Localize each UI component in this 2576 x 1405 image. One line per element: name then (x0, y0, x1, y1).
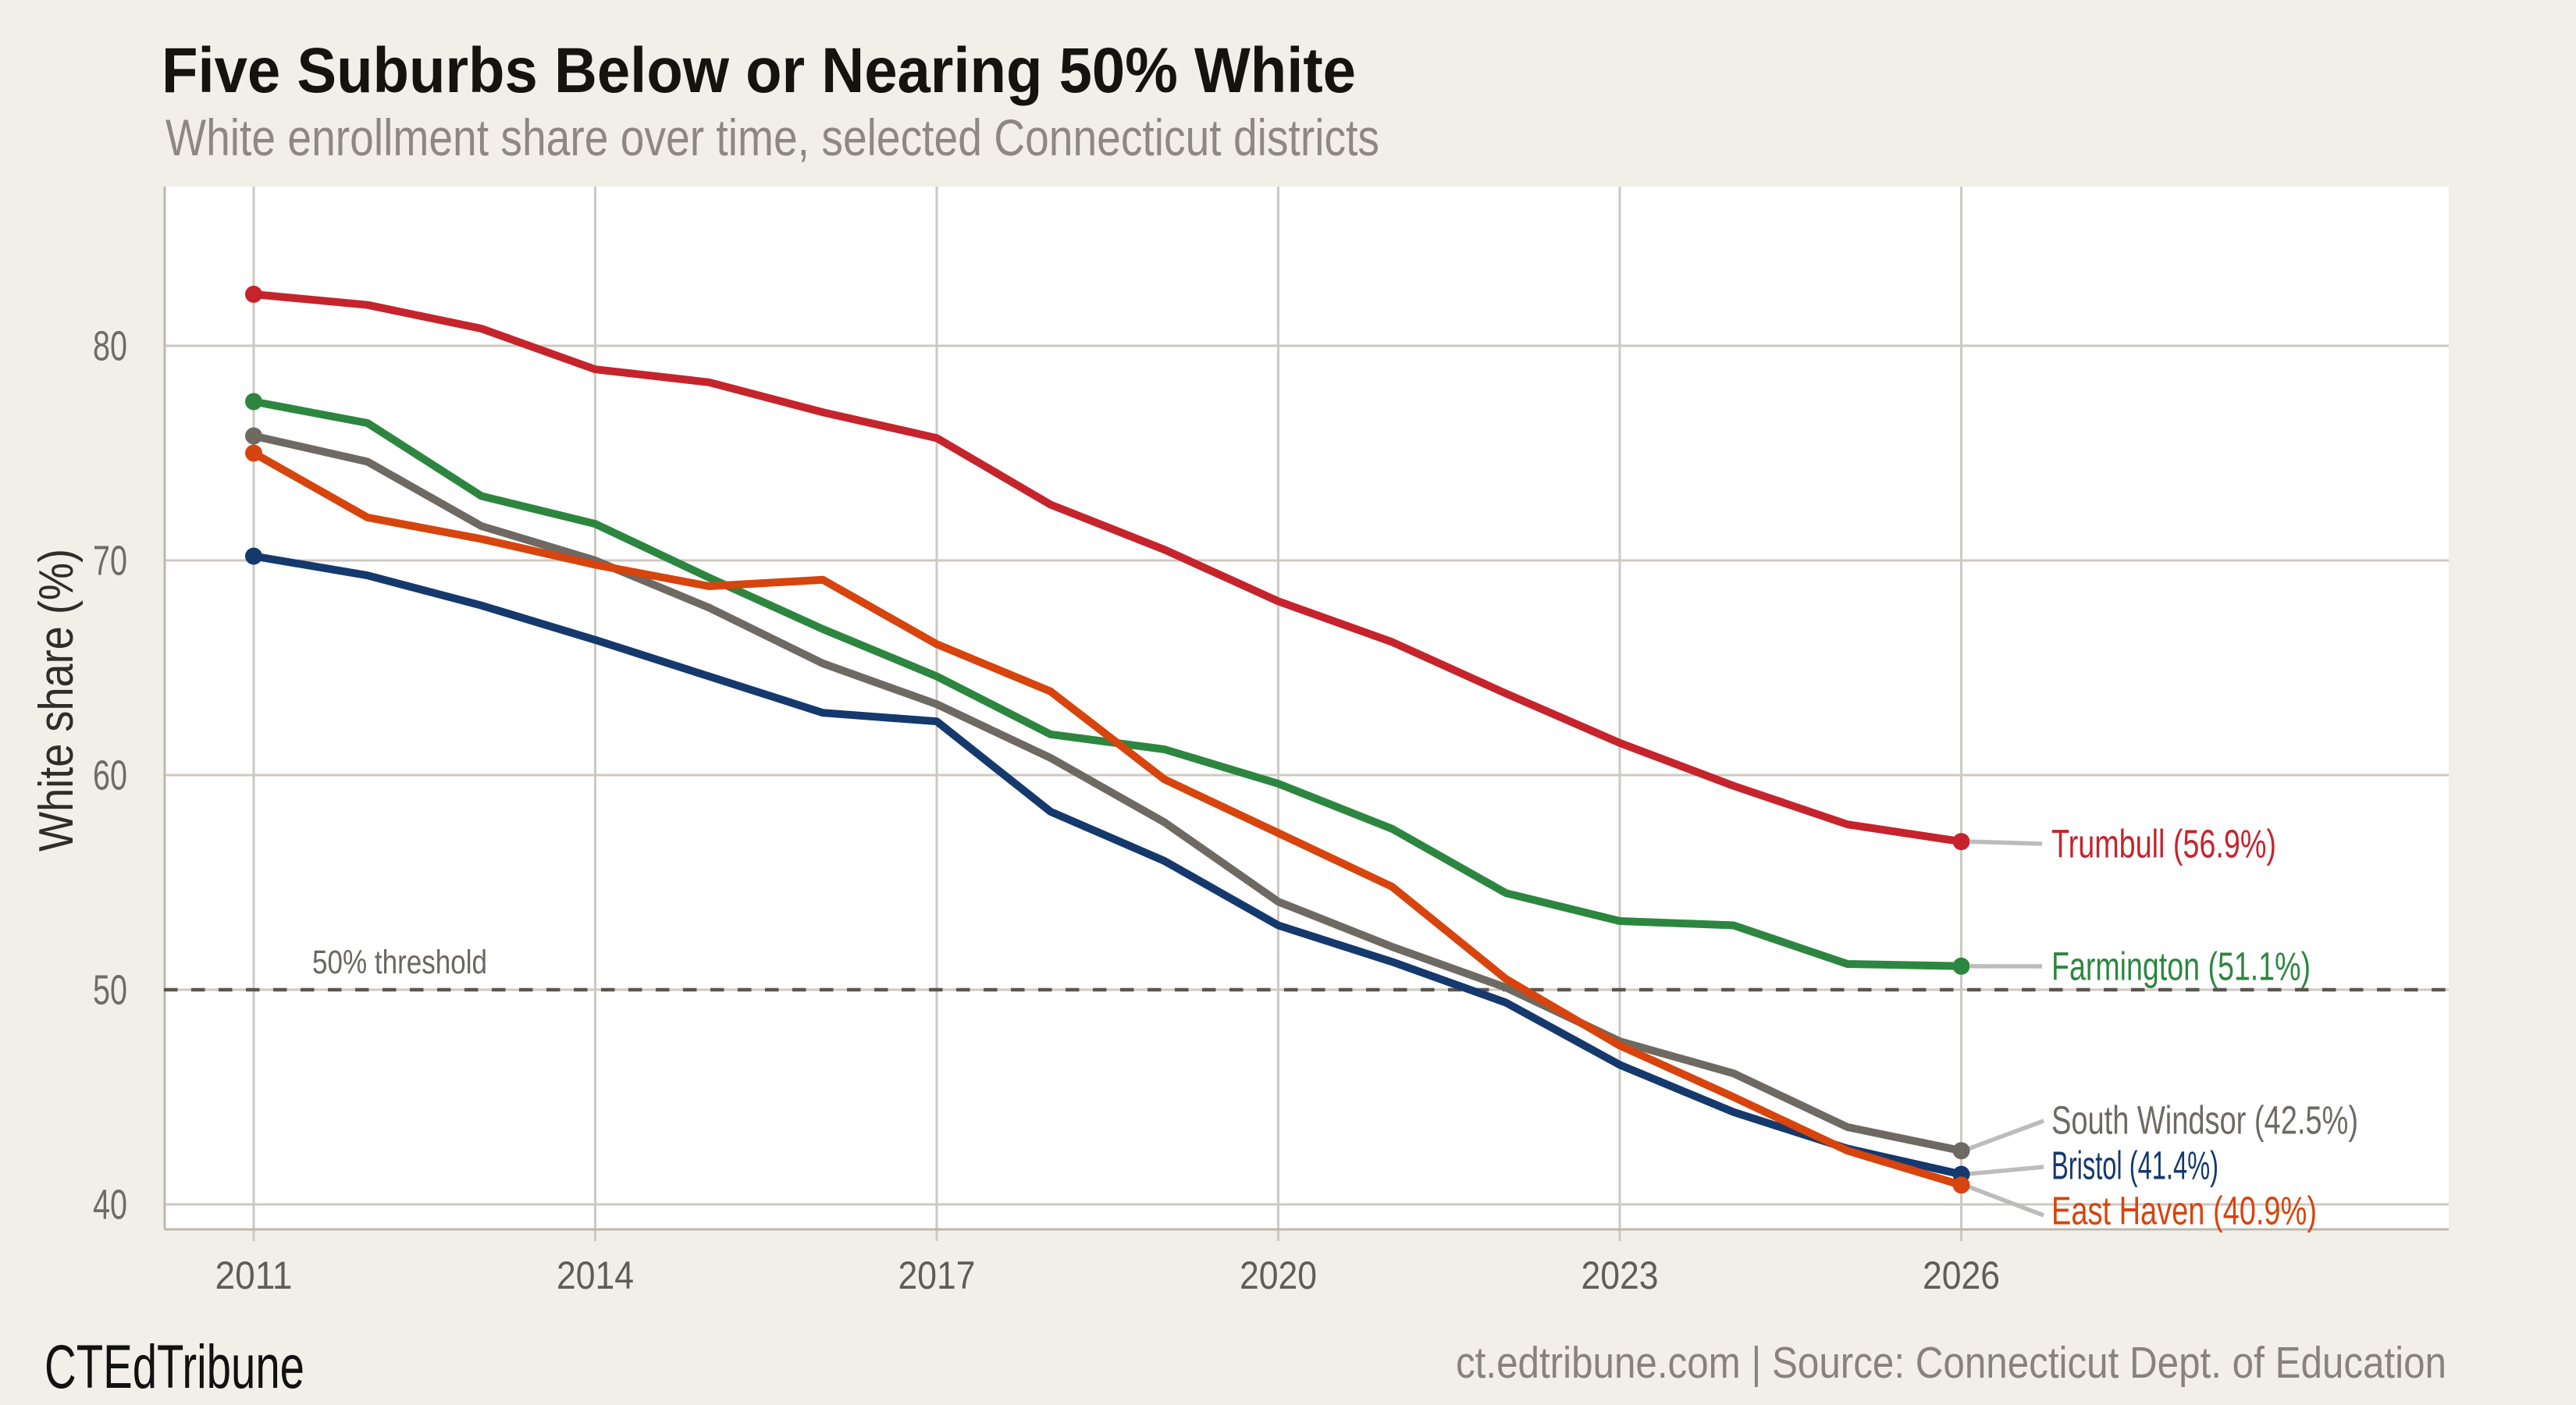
svg-text:White enrollment share over ti: White enrollment share over time, select… (165, 108, 1379, 166)
svg-text:South Windsor (42.5%): South Windsor (42.5%) (2051, 1098, 2358, 1143)
svg-text:2020: 2020 (1240, 1254, 1317, 1297)
svg-text:50: 50 (93, 967, 127, 1014)
svg-text:2014: 2014 (557, 1254, 634, 1297)
svg-text:2023: 2023 (1582, 1254, 1659, 1297)
svg-text:CTEdTribune: CTEdTribune (44, 1332, 304, 1401)
svg-text:East Haven (40.9%): East Haven (40.9%) (2051, 1189, 2317, 1233)
svg-text:80: 80 (93, 323, 127, 370)
svg-text:60: 60 (93, 752, 127, 799)
svg-text:Five Suburbs Below or Nearing: Five Suburbs Below or Nearing 50% White (162, 35, 1356, 106)
svg-text:2011: 2011 (215, 1254, 293, 1297)
svg-text:40: 40 (93, 1182, 127, 1229)
svg-text:Trumbull (56.9%): Trumbull (56.9%) (2051, 822, 2276, 866)
svg-text:Farmington (51.1%): Farmington (51.1%) (2051, 944, 2311, 989)
svg-text:70: 70 (93, 538, 127, 585)
svg-text:White share (%): White share (%) (30, 549, 84, 852)
svg-text:50% threshold: 50% threshold (312, 944, 487, 981)
svg-text:2026: 2026 (1923, 1254, 2000, 1297)
svg-text:Bristol (41.4%): Bristol (41.4%) (2051, 1144, 2218, 1188)
svg-text:ct.edtribune.com | Source: Con: ct.edtribune.com | Source: Connecticut D… (1456, 1338, 2446, 1388)
svg-text:2017: 2017 (898, 1254, 976, 1297)
